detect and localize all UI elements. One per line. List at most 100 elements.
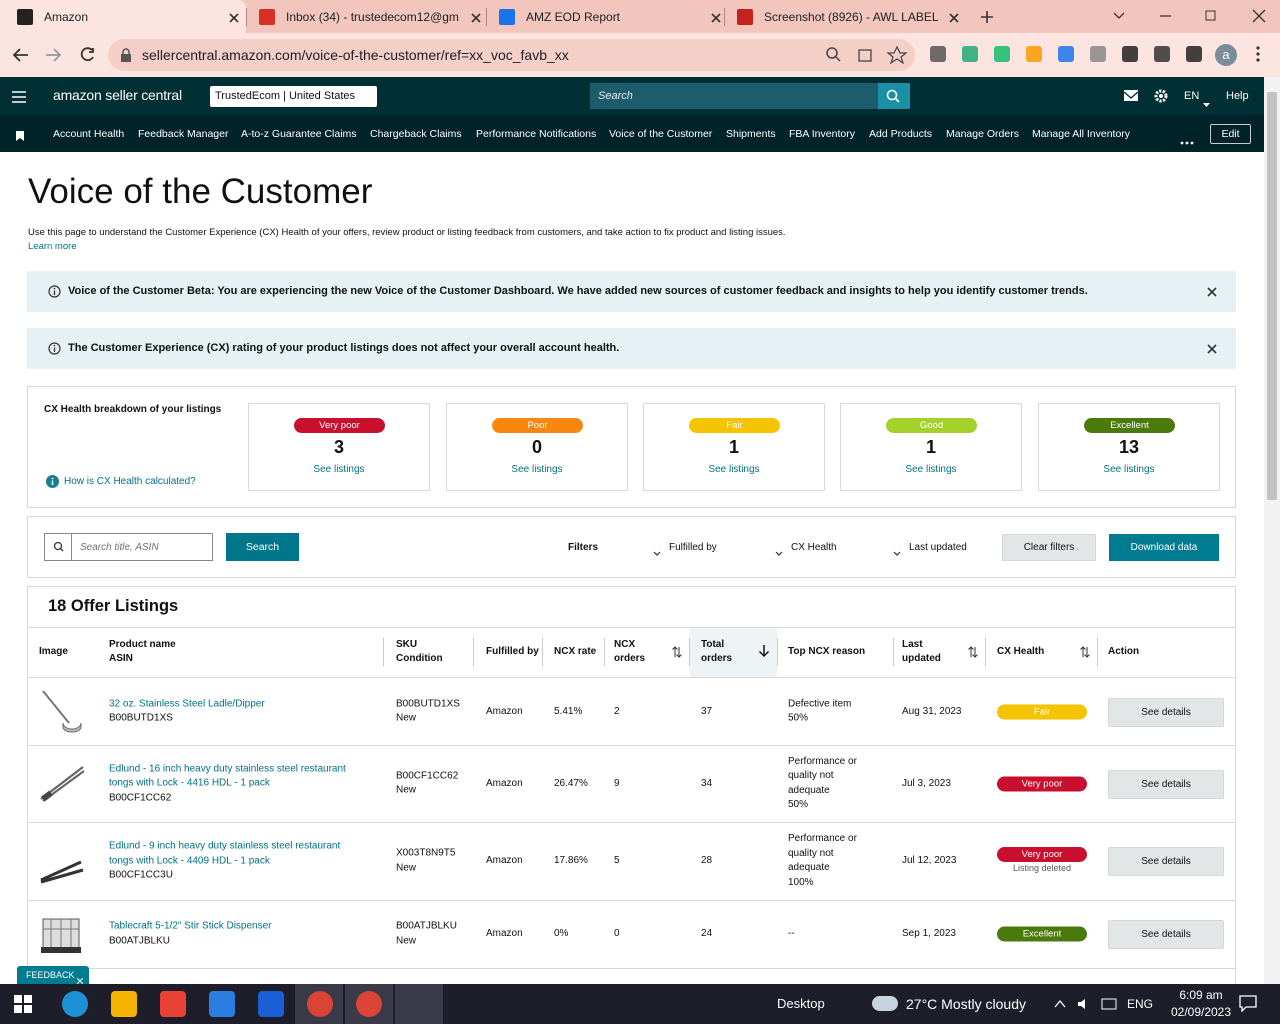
tab-close[interactable] — [228, 11, 240, 23]
taskbar-app[interactable] — [209, 991, 235, 1017]
see-listings-link[interactable]: See listings — [905, 464, 957, 475]
clear-filters-button[interactable]: Clear filters — [1002, 534, 1096, 561]
extension-icon[interactable] — [994, 46, 1010, 62]
language[interactable]: EN — [1184, 90, 1200, 102]
weather[interactable]: 27°C Mostly cloudy — [906, 996, 1026, 1012]
download-button[interactable]: Download data — [1109, 534, 1219, 561]
see-details-button[interactable]: See details — [1108, 920, 1224, 949]
product-name-link[interactable]: Edlund - 9 inch heavy duty stainless ste… — [109, 840, 341, 866]
product-name-link[interactable]: Tablecraft 5-1/2" Stir Stick Dispenser — [109, 920, 272, 932]
column-header[interactable]: Action — [1108, 645, 1139, 659]
filter-caret[interactable] — [653, 544, 661, 556]
extension-icon[interactable] — [1186, 46, 1202, 62]
taskbar-app[interactable] — [356, 991, 382, 1017]
filter-dropdown[interactable]: Last updated — [909, 542, 967, 553]
new-tab[interactable] — [980, 10, 994, 24]
tab-title[interactable]: AMZ EOD Report — [526, 10, 621, 24]
mail-icon[interactable] — [1123, 90, 1139, 101]
sort-icon[interactable] — [1080, 645, 1090, 658]
start-button[interactable] — [14, 995, 32, 1013]
url-actions[interactable] — [825, 45, 910, 65]
notifications[interactable] — [1239, 995, 1257, 1013]
nav-link[interactable]: Feedback Manager — [138, 128, 229, 140]
sort-icon[interactable] — [672, 645, 682, 658]
filter-dropdown[interactable]: CX Health — [791, 542, 837, 553]
extension-icon[interactable] — [1154, 46, 1170, 62]
filter-caret[interactable] — [775, 544, 783, 556]
edit-button[interactable]: Edit — [1210, 124, 1251, 144]
product-name-link[interactable]: Edlund - 16 inch heavy duty stainless st… — [109, 762, 346, 789]
tab-close[interactable] — [470, 11, 482, 23]
logo[interactable]: amazon seller central — [53, 87, 182, 103]
see-listings-link[interactable]: See listings — [511, 464, 563, 475]
nav-link[interactable]: Shipments — [726, 128, 776, 140]
feedback-close[interactable] — [76, 972, 84, 985]
nav-more[interactable] — [1180, 132, 1194, 145]
extension-icon[interactable] — [930, 46, 946, 62]
column-header[interactable]: CX Health — [997, 645, 1044, 659]
nav-link[interactable]: FBA Inventory — [789, 128, 855, 140]
nav-link[interactable]: Chargeback Claims — [370, 128, 462, 140]
extension-icon[interactable] — [1026, 46, 1042, 62]
extension-icon[interactable] — [1090, 46, 1106, 62]
alert-close[interactable] — [1206, 342, 1218, 354]
see-listings-link[interactable]: See listings — [1103, 464, 1155, 475]
nav-link[interactable]: Manage All Inventory — [1032, 128, 1131, 140]
search-button[interactable] — [878, 83, 910, 109]
tab-title[interactable]: Screenshot (8926) - AWL LABEL — [764, 10, 939, 24]
nav-link[interactable]: Manage Orders — [946, 128, 1019, 140]
clock-time[interactable]: 6:09 am — [1179, 988, 1223, 1002]
see-listings-link[interactable]: See listings — [708, 464, 760, 475]
store-select[interactable]: TrustedEcom | United States — [210, 86, 377, 107]
nav-link[interactable]: Performance Notifications — [476, 128, 597, 140]
see-details-button[interactable]: See details — [1108, 769, 1224, 799]
taskbar-app[interactable] — [258, 991, 284, 1017]
settings-icon[interactable] — [1154, 89, 1168, 103]
column-header[interactable]: Image — [39, 645, 68, 659]
menu-icon[interactable] — [12, 90, 26, 103]
search-box[interactable]: Search — [590, 83, 878, 109]
taskbar-app[interactable] — [307, 991, 333, 1017]
help[interactable]: Help — [1226, 90, 1249, 102]
taskbar-app[interactable] — [160, 991, 186, 1017]
tray-icons[interactable] — [1054, 995, 1122, 1013]
tab-title[interactable]: Amazon — [44, 10, 89, 24]
product-name-link[interactable]: 32 oz. Stainless Steel Ladle/Dipper — [109, 698, 265, 709]
column-header[interactable]: NCX rate — [554, 645, 596, 659]
bookmark-icon[interactable] — [16, 128, 24, 141]
profile-avatar[interactable]: a — [1215, 44, 1237, 66]
scrollbar-thumb[interactable] — [1267, 92, 1277, 500]
column-header[interactable]: Top NCX reason — [788, 645, 865, 659]
search-input[interactable]: Search title, ASIN — [71, 533, 213, 561]
filter-dropdown[interactable]: Fulfilled by — [669, 542, 717, 553]
desktop-label[interactable]: Desktop — [777, 996, 825, 1011]
extension-icon[interactable] — [962, 46, 978, 62]
nav-link[interactable]: A-to-z Guarantee Claims — [241, 128, 357, 140]
column-header[interactable]: Total orders — [701, 638, 732, 666]
alert-close[interactable] — [1206, 285, 1218, 297]
search-button[interactable]: Search — [226, 533, 299, 561]
extension-icon[interactable] — [1122, 46, 1138, 62]
see-listings-link[interactable]: See listings — [313, 464, 365, 475]
sort-desc-icon[interactable] — [758, 644, 770, 658]
nav-link[interactable]: Account Health — [53, 128, 125, 140]
see-details-button[interactable]: See details — [1108, 847, 1224, 876]
filter-caret[interactable] — [893, 544, 901, 556]
column-header[interactable]: SKU Condition — [396, 638, 443, 666]
browser-menu[interactable] — [1256, 46, 1260, 62]
column-header[interactable]: Last updated — [902, 638, 941, 666]
column-header[interactable]: Fulfilled by — [486, 645, 539, 659]
nav-link[interactable]: Voice of the Customer — [609, 128, 713, 140]
column-header[interactable]: Product name ASIN — [109, 638, 176, 666]
tab-title[interactable]: Inbox (34) - trustedecom12@gm — [286, 10, 459, 24]
column-header[interactable]: NCX orders — [614, 638, 645, 666]
extension-icon[interactable] — [1058, 46, 1074, 62]
language-indicator[interactable]: ENG — [1127, 997, 1154, 1011]
taskbar-app[interactable] — [111, 991, 137, 1017]
sort-icon[interactable] — [968, 645, 978, 658]
nav-link[interactable]: Add Products — [869, 128, 933, 140]
help-link[interactable]: How is CX Health calculated? — [64, 476, 196, 487]
clock-date[interactable]: 02/09/2023 — [1170, 1005, 1232, 1019]
tab-close[interactable] — [948, 11, 960, 23]
see-details-button[interactable]: See details — [1108, 697, 1224, 727]
